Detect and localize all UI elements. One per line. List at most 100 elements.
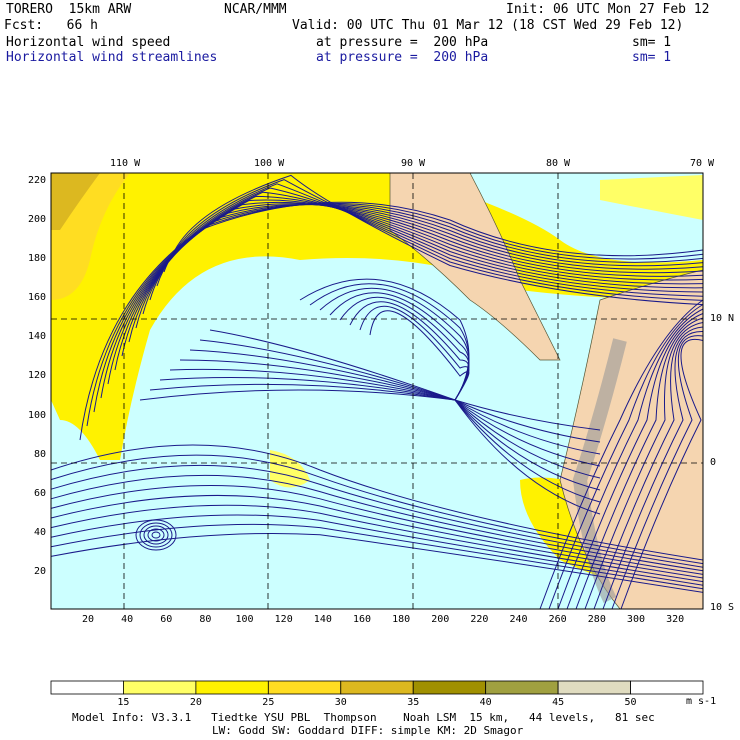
streamline — [209, 329, 601, 515]
streamline — [566, 313, 704, 610]
y-tick-label: 180 — [27, 253, 46, 265]
streamline — [170, 174, 704, 306]
colorbar-swatch — [630, 680, 704, 695]
streamline — [163, 179, 704, 301]
y-tick-label: 200 — [27, 213, 46, 225]
streamline — [575, 317, 704, 610]
colorbar-label: 15 — [117, 697, 130, 708]
x-tick-label: 180 — [392, 614, 411, 625]
colorbar-label: 45 — [552, 697, 565, 708]
map-frame — [50, 172, 704, 610]
model-title: TORERO 15km ARW — [6, 2, 132, 17]
colorbar-label: 30 — [334, 697, 347, 708]
colorbar-swatch — [123, 680, 197, 695]
streamline — [50, 532, 704, 593]
streamline — [93, 203, 704, 413]
x-tick-label: 140 — [313, 614, 332, 625]
x-tick-label: 240 — [509, 614, 528, 625]
model-info-line1: Model Info: V3.3.1 Tiedtke YSU PBL Thomp… — [72, 711, 655, 724]
lat-label: 10 N — [710, 313, 735, 324]
y-tick-label: 20 — [33, 566, 46, 577]
x-tick-label: 160 — [352, 614, 371, 625]
streamline — [149, 187, 704, 301]
colorbar-swatch — [195, 680, 269, 695]
y-tick-label: 100 — [27, 409, 46, 421]
colorbar-swatch — [50, 680, 124, 695]
streamline — [169, 368, 601, 467]
colorbar-units: m s-1 — [686, 696, 717, 707]
y-tick-label: 60 — [33, 487, 46, 499]
x-tick-label: 40 — [121, 614, 134, 625]
colorbar-label: 20 — [189, 697, 202, 708]
streamline — [86, 202, 704, 427]
x-tick-label: 260 — [548, 614, 567, 625]
colorbar-label: 25 — [262, 697, 275, 708]
streamline — [147, 528, 165, 542]
streamline — [50, 454, 704, 565]
streamline — [159, 377, 601, 455]
lat-label: 0 — [710, 457, 717, 468]
y-tick-label: 140 — [27, 331, 46, 343]
x-tick-label: 60 — [160, 614, 173, 625]
init-time: Init: 06 UTC Mon 27 Feb 12 — [506, 2, 710, 17]
organization: NCAR/MMM — [224, 2, 287, 17]
colorbar-label: 50 — [624, 697, 637, 708]
streamline — [143, 525, 169, 545]
streamline — [139, 389, 601, 431]
streamline — [139, 522, 173, 548]
forecast-hour: Fcst: 66 h — [4, 18, 98, 33]
lon-label: 70 W — [690, 158, 715, 169]
x-tick-label: 280 — [587, 614, 606, 625]
streamline — [620, 338, 704, 610]
x-tick-label: 220 — [470, 614, 489, 625]
y-tick-label: 220 — [27, 174, 46, 186]
streamline — [50, 474, 704, 572]
y-tick-label: 40 — [33, 526, 46, 538]
lon-label: 80 W — [546, 158, 571, 169]
streamlines — [50, 174, 704, 610]
x-tick-label: 80 — [199, 614, 212, 625]
lon-label: 110 W — [110, 158, 141, 169]
level-streamlines: at pressure = 200 hPa — [316, 50, 489, 65]
colorbar-swatch — [557, 680, 631, 695]
valid-time: Valid: 00 UTC Thu 01 Mar 12 (18 CST Wed … — [292, 18, 684, 33]
streamline — [156, 183, 704, 297]
level-speed: at pressure = 200 hPa — [316, 35, 489, 50]
streamline — [50, 485, 704, 575]
grid-lines — [51, 173, 703, 609]
streamline — [107, 204, 704, 385]
colorbar-label: 35 — [407, 697, 420, 708]
streamline — [593, 326, 704, 610]
x-tick-label: 300 — [626, 614, 645, 625]
streamline — [135, 519, 177, 551]
streamline — [100, 204, 704, 399]
streamline — [369, 310, 470, 401]
lon-label: 90 W — [401, 158, 426, 169]
y-tick-label: 120 — [27, 370, 46, 382]
streamline — [611, 335, 704, 610]
streamline — [135, 195, 704, 329]
streamline — [149, 383, 601, 443]
streamline — [359, 305, 470, 401]
x-tick-label: 120 — [274, 614, 293, 625]
x-tick-label: 200 — [431, 614, 450, 625]
streamline — [557, 308, 704, 610]
streamline — [179, 359, 601, 479]
y-tick-label: 80 — [33, 448, 46, 460]
streamline — [151, 531, 161, 539]
colorbar-swatch — [485, 680, 559, 695]
streamline — [539, 299, 704, 610]
colorbar — [50, 680, 704, 695]
lon-label: 100 W — [254, 158, 285, 169]
streamline — [114, 203, 704, 371]
streamline — [50, 494, 704, 579]
x-tick-label: 100 — [235, 614, 254, 625]
streamline — [50, 504, 704, 583]
streamline — [142, 191, 704, 315]
x-tick-label: 20 — [81, 614, 95, 625]
colorbar-swatch — [267, 680, 342, 695]
streamline — [548, 304, 704, 610]
field-streamlines: Horizontal wind streamlines — [6, 50, 218, 65]
lat-label: 10 S — [710, 602, 735, 613]
